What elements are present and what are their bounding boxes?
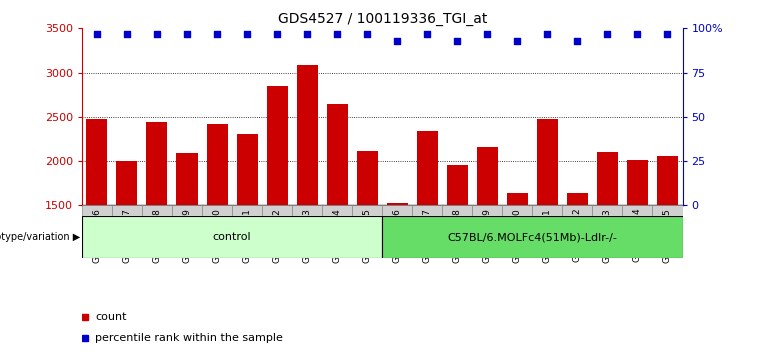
Point <box>481 31 494 36</box>
Text: GSM592119: GSM592119 <box>483 208 492 263</box>
Bar <box>622 205 652 255</box>
Point <box>391 38 403 44</box>
Bar <box>147 122 168 338</box>
Bar <box>82 205 112 255</box>
Bar <box>472 205 502 255</box>
Bar <box>262 205 292 255</box>
Bar <box>292 205 322 255</box>
Bar <box>322 205 352 255</box>
Bar <box>657 156 678 338</box>
Point <box>181 31 193 36</box>
Text: GSM592121: GSM592121 <box>543 208 552 263</box>
Bar <box>382 205 412 255</box>
Point <box>631 31 644 36</box>
Point <box>151 31 163 36</box>
Bar <box>296 65 317 338</box>
Text: GSM592113: GSM592113 <box>303 208 312 263</box>
Bar <box>82 216 382 258</box>
Bar <box>447 165 468 338</box>
Bar <box>442 205 472 255</box>
Bar <box>356 152 378 338</box>
Bar <box>652 205 682 255</box>
Bar <box>327 104 348 338</box>
Point <box>601 31 614 36</box>
Bar <box>537 120 558 338</box>
Point <box>331 31 343 36</box>
Bar <box>412 205 442 255</box>
Bar <box>567 193 588 338</box>
Bar <box>232 205 262 255</box>
Bar <box>507 193 528 338</box>
Bar <box>532 205 562 255</box>
Bar <box>562 205 593 255</box>
Text: percentile rank within the sample: percentile rank within the sample <box>95 333 283 343</box>
Text: GSM592106: GSM592106 <box>92 208 101 263</box>
Text: GSM592124: GSM592124 <box>633 208 642 262</box>
Point <box>661 31 674 36</box>
Text: GSM592116: GSM592116 <box>392 208 402 263</box>
Text: GSM592112: GSM592112 <box>272 208 282 263</box>
Bar <box>116 161 137 338</box>
Point <box>90 31 103 36</box>
Text: GSM592125: GSM592125 <box>663 208 672 263</box>
Point <box>421 31 434 36</box>
Text: control: control <box>213 232 251 242</box>
Point <box>241 31 254 36</box>
Point <box>571 38 583 44</box>
Point <box>121 31 133 36</box>
Text: GSM592109: GSM592109 <box>183 208 192 263</box>
Point <box>301 31 314 36</box>
Bar <box>176 153 197 338</box>
Bar <box>112 205 142 255</box>
Bar <box>267 86 288 338</box>
Bar <box>387 202 408 338</box>
Text: GSM592122: GSM592122 <box>573 208 582 262</box>
Text: GSM592110: GSM592110 <box>212 208 222 263</box>
Point <box>541 31 554 36</box>
Bar <box>382 216 682 258</box>
Bar <box>597 152 618 338</box>
Text: GSM592123: GSM592123 <box>603 208 612 263</box>
Text: GSM592114: GSM592114 <box>332 208 342 263</box>
Bar <box>236 134 257 338</box>
Text: GSM592120: GSM592120 <box>512 208 522 263</box>
Text: GSM592107: GSM592107 <box>122 208 132 263</box>
Text: GSM592118: GSM592118 <box>452 208 462 263</box>
Bar <box>502 205 532 255</box>
Bar <box>202 205 232 255</box>
Bar <box>593 205 622 255</box>
Text: count: count <box>95 312 126 322</box>
Point <box>271 31 283 36</box>
Text: GSM592108: GSM592108 <box>152 208 161 263</box>
Bar <box>417 131 438 338</box>
Bar <box>172 205 202 255</box>
Point <box>511 38 523 44</box>
Point <box>361 31 374 36</box>
Title: GDS4527 / 100119336_TGI_at: GDS4527 / 100119336_TGI_at <box>278 12 487 26</box>
Bar <box>87 120 108 338</box>
Text: genotype/variation ▶: genotype/variation ▶ <box>0 232 80 242</box>
Bar <box>142 205 172 255</box>
Bar <box>207 124 228 338</box>
Bar <box>352 205 382 255</box>
Bar <box>477 147 498 338</box>
Text: GSM592115: GSM592115 <box>363 208 372 263</box>
Point <box>451 38 463 44</box>
Text: GSM592117: GSM592117 <box>423 208 432 263</box>
Text: GSM592111: GSM592111 <box>243 208 252 263</box>
Text: C57BL/6.MOLFc4(51Mb)-Ldlr-/-: C57BL/6.MOLFc4(51Mb)-Ldlr-/- <box>448 232 617 242</box>
Point <box>211 31 223 36</box>
Bar <box>627 160 648 338</box>
